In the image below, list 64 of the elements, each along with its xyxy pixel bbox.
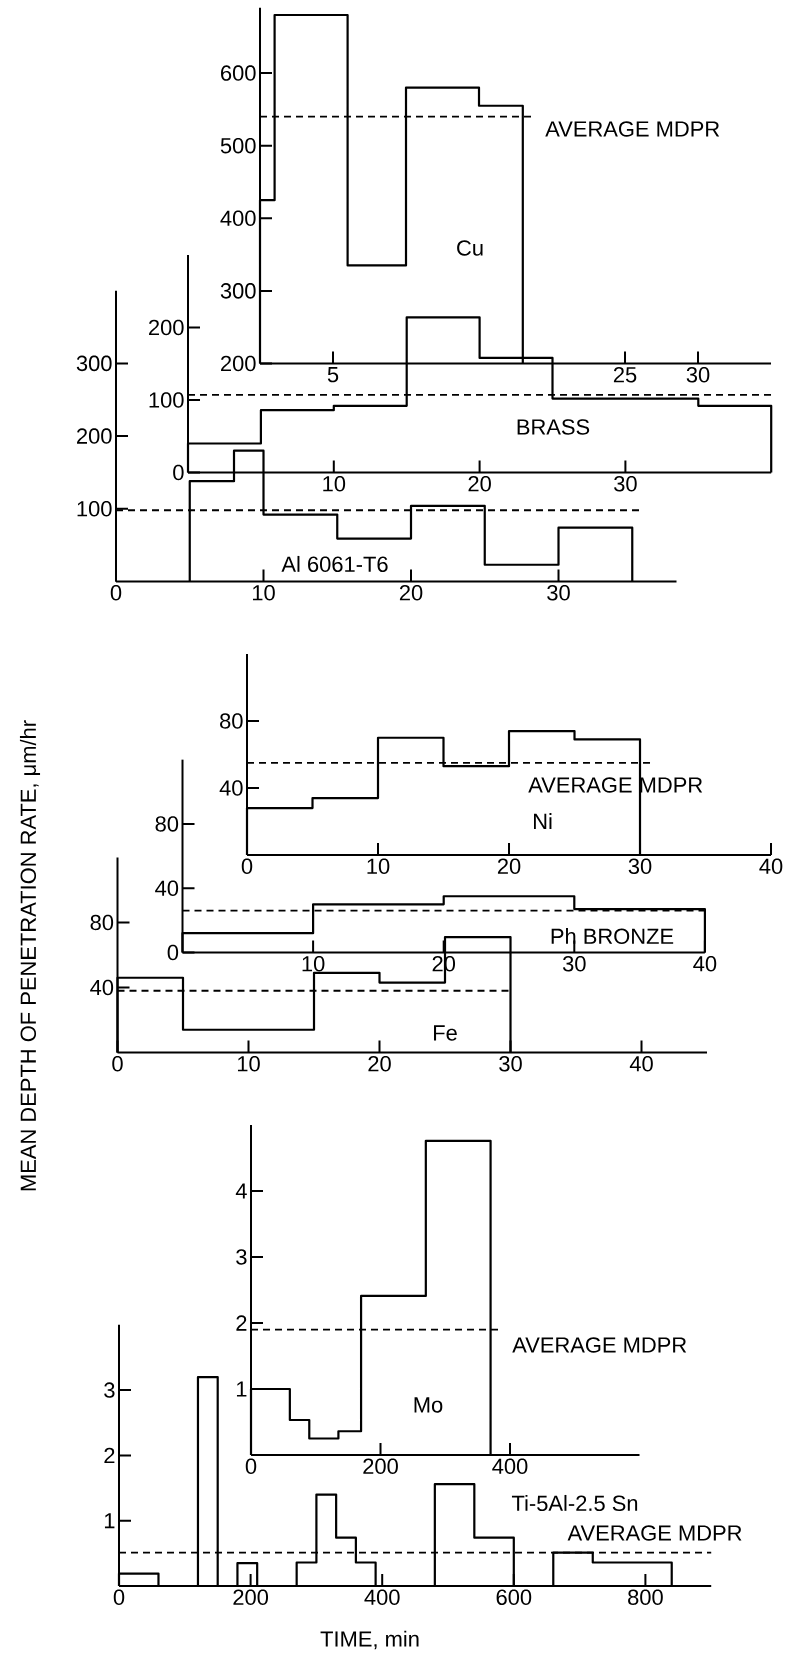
x-tick-label: 40 [629,1056,653,1072]
y-axis-title: MEAN DEPTH OF PENETRATION RATE, μm/hr [19,720,41,1191]
x-tick-label: 10 [252,585,275,601]
annotation: Cu [457,240,483,256]
y-tick-label: 300 [76,355,112,372]
x-tick-label: 40 [759,858,783,875]
y-tick-label: 1 [104,1513,115,1529]
y-tick-label: 200 [149,319,184,336]
x-tick-label: 400 [492,1458,528,1475]
x-tick-label: 10 [367,858,390,875]
ref-line-label: AVERAGE MDPR [545,121,720,137]
x-tick-label: 10 [237,1056,260,1072]
annotation: BRASS [517,419,590,435]
x-tick-label: 800 [628,1589,663,1606]
x-tick-label: 25 [613,367,637,383]
x-tick-label: 10 [302,956,325,972]
x-tick-label: 30 [499,1056,522,1072]
x-tick-label: 200 [363,1458,398,1475]
y-tick-label: 2 [236,1315,247,1331]
ref-line-label: AVERAGE MDPR [567,1525,742,1541]
y-tick-label: 40 [155,880,179,896]
x-tick-label: 30 [562,956,586,972]
annotation: Ph BRONZE [551,927,674,945]
annotation: Al 6061-T6 [281,555,388,573]
x-tick-label: 20 [368,1056,391,1072]
x-tick-label: 40 [693,956,717,972]
y-tick-label: 40 [90,979,114,996]
x-tick-label: 600 [496,1589,532,1606]
y-tick-label: 100 [149,392,184,408]
x-tick-label: 20 [497,858,521,875]
y-tick-label: 4 [235,1183,247,1199]
annotation: Mo [414,1397,443,1413]
y-tick-label: 500 [220,137,256,154]
x-tick-label: 30 [628,858,652,875]
x-tick-label: 30 [686,367,710,383]
y-tick-label: 2 [104,1447,115,1464]
y-tick-label: 40 [219,780,243,796]
y-tick-label: 0 [173,464,184,481]
x-tick-label: 20 [468,476,491,492]
y-tick-label: 400 [220,210,256,227]
x-tick-label: 30 [547,585,570,601]
x-tick-label: 5 [327,367,339,383]
x-tick-label: 20 [399,585,423,601]
y-tick-label: 80 [155,816,179,832]
annotation: Ni [534,813,552,829]
x-tick-label: 10 [323,476,346,492]
annotation: Fe [434,1025,457,1041]
y-tick-label: 100 [77,501,112,517]
y-tick-label: 1 [236,1381,247,1397]
y-tick-label: 80 [220,713,243,729]
y-tick-label: 300 [220,283,256,299]
x-tick-label: 30 [614,476,637,492]
y-tick-label: 80 [90,914,114,931]
y-tick-label: 3 [104,1382,115,1398]
y-tick-label: 600 [221,65,256,81]
ref-line-label: AVERAGE MDPR [528,777,703,793]
y-tick-label: 3 [236,1249,247,1265]
ref-line-label: AVERAGE MDPR [512,1337,687,1353]
y-tick-label: 200 [221,355,256,372]
y-tick-label: 200 [77,428,112,444]
annotation: Ti-5Al-2.5 Sn [511,1494,638,1512]
y-tick-label: 0 [167,944,179,961]
x-tick-label: 400 [364,1589,400,1606]
x-axis-title: TIME, min [320,1630,419,1650]
